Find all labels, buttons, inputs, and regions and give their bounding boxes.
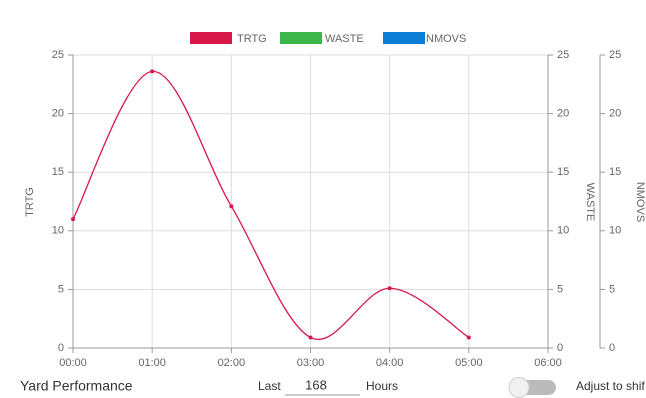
y-axis-title: TRTG [24,187,36,217]
legend-label: TRTG [237,33,267,45]
x-tick-label: 03:00 [297,357,325,369]
point [229,204,234,209]
y3-tick-label: 25 [609,49,621,61]
x-tick-label: 05:00 [455,357,483,369]
y2-axis-title: WASTE [584,183,596,222]
y3-axis-title: NMOVS [634,182,646,222]
hours-label: Hours [366,379,398,393]
y2-tick-label: 0 [557,342,563,354]
toggle-label: Adjust to shif [576,379,645,393]
point [387,286,392,291]
hours-input[interactable]: 168 [305,377,327,392]
y2-tick-label: 15 [557,166,569,178]
y2-tick-label: 25 [557,49,569,61]
legend-swatch [280,32,322,44]
point [71,217,75,222]
y2-tick-label: 20 [557,108,569,120]
legend-label: WASTE [325,33,364,45]
y3-tick-label: 20 [609,108,621,120]
y3-tick-label: 5 [609,283,615,295]
x-tick-label: 02:00 [218,357,246,369]
y-tick-label: 15 [52,166,64,178]
y-tick-label: 20 [52,108,64,120]
x-tick-label: 00:00 [59,357,87,369]
y3-tick-label: 15 [609,166,621,178]
point [308,335,313,340]
y3-tick-label: 0 [609,342,615,354]
panel-title: Yard Performance [20,378,133,394]
x-tick-label: 04:00 [376,357,404,369]
y-tick-label: 10 [52,225,64,237]
series-line [72,70,470,341]
y2-tick-label: 10 [557,225,569,237]
legend-swatch [190,32,232,44]
y-tick-label: 5 [58,283,64,295]
point [466,335,471,340]
y2-tick-label: 5 [557,283,563,295]
y-tick-label: 0 [58,342,64,354]
x-tick-label: 01:00 [138,357,166,369]
y-tick-label: 25 [52,49,64,61]
legend-swatch [383,32,425,44]
toggle-knob[interactable] [508,377,530,398]
y3-tick-label: 10 [609,225,621,237]
point [150,69,155,74]
last-label: Last [258,379,281,393]
legend-label: NMOVS [426,33,466,45]
x-tick-label: 06:00 [534,357,562,369]
